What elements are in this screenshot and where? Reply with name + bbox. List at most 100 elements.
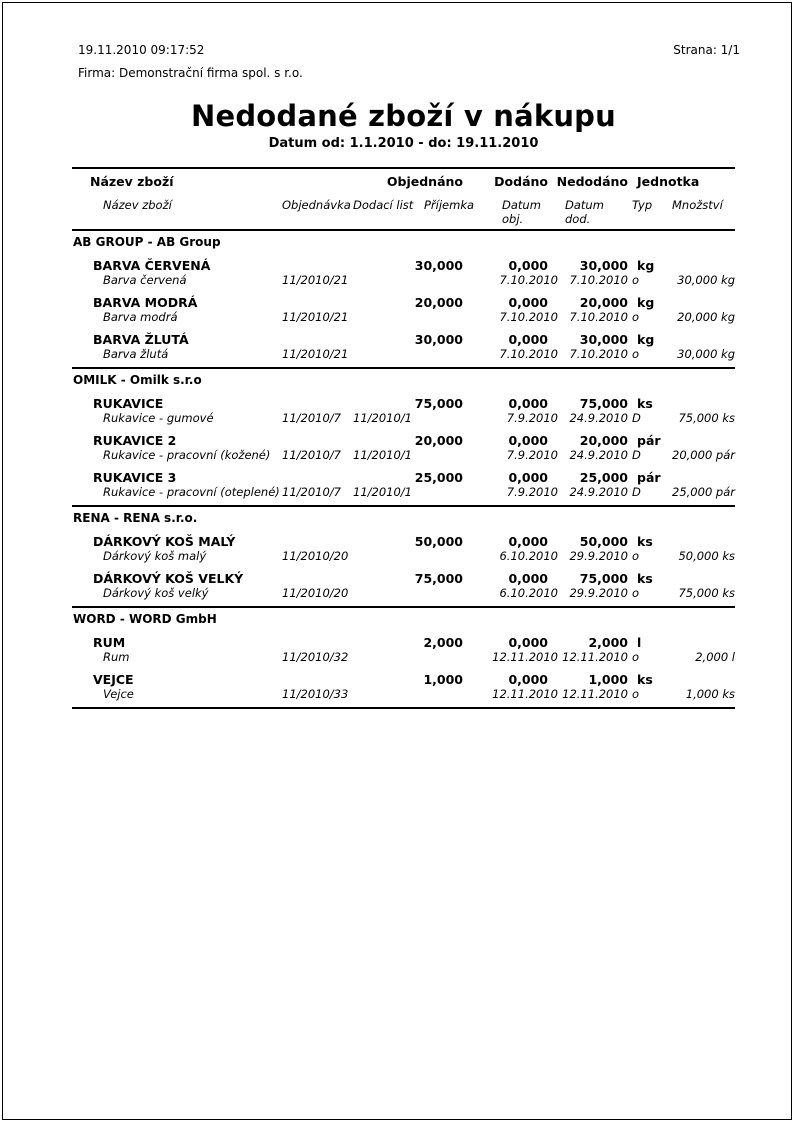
header-ordered: Objednáno: [386, 174, 463, 189]
detail-date-ordered: 7.10.2010: [499, 273, 558, 287]
supplier-group: RENA - RENA s.r.o. DÁRKOVÝ KOŠ MALÝ 50,0…: [72, 507, 735, 608]
detail-date-delivered: 7.10.2010: [569, 310, 628, 324]
goods-detail-row: Barva žlutá 11/2010/21 7.10.2010 7.10.20…: [72, 347, 735, 361]
detail-date-ordered: 12.11.2010: [492, 650, 558, 664]
goods-detail-row: Barva červená 11/2010/21 7.10.2010 7.10.…: [72, 273, 735, 287]
detail-quantity: 20,000 kg: [677, 310, 735, 324]
detail-name: Rum: [103, 650, 130, 664]
detail-order-number: 11/2010/21: [282, 310, 349, 324]
header-detail-row: Název zboží Objednávka Dodací list Příje…: [72, 198, 735, 226]
goods-name: RUKAVICE 2: [93, 433, 177, 448]
detail-date-ordered: 12.11.2010: [492, 687, 558, 701]
supplier-group: AB GROUP - AB Group BARVA ČERVENÁ 30,000…: [72, 231, 735, 369]
goods-unit: kg: [637, 332, 655, 347]
goods-delivered-qty: 0,000: [508, 470, 548, 485]
detail-receipt: [424, 448, 478, 462]
detail-type: o: [632, 347, 640, 361]
detail-name: Barva žlutá: [103, 347, 169, 361]
detail-date-delivered: 29.9.2010: [569, 586, 628, 600]
detail-quantity: 25,000 pár: [672, 485, 735, 499]
detail-name: Dárkový koš velký: [103, 586, 209, 600]
detail-date-ordered: 6.10.2010: [499, 549, 558, 563]
detail-delivery-note: [353, 650, 424, 664]
goods-ordered-qty: 75,000: [414, 396, 463, 411]
goods-delivered-qty: 0,000: [508, 635, 548, 650]
goods-detail-row: Rukavice - gumové 11/2010/7 11/2010/1 7.…: [72, 411, 735, 425]
goods-undelivered-qty: 25,000: [579, 470, 628, 485]
goods-detail-row: Vejce 11/2010/33 12.11.2010 12.11.2010 o…: [72, 687, 735, 701]
goods-item: RUKAVICE 2 20,000 0,000 20,000 pár Rukav…: [72, 433, 735, 462]
goods-main-row: RUM 2,000 0,000 2,000 l: [72, 635, 735, 650]
goods-delivered-qty: 0,000: [508, 396, 548, 411]
goods-delivered-qty: 0,000: [508, 295, 548, 310]
detail-date-delivered: 7.10.2010: [569, 347, 628, 361]
detail-date-delivered: 29.9.2010: [569, 549, 628, 563]
goods-ordered-qty: 20,000: [414, 433, 463, 448]
goods-ordered-qty: 2,000: [423, 635, 463, 650]
goods-item: RUKAVICE 75,000 0,000 75,000 ks Rukavice…: [72, 396, 735, 425]
goods-detail-row: Rum 11/2010/32 12.11.2010 12.11.2010 o 2…: [72, 650, 735, 664]
detail-date-ordered: 7.9.2010: [506, 485, 558, 499]
detail-quantity: 30,000 kg: [677, 347, 735, 361]
detail-date-delivered: 24.9.2010: [569, 485, 628, 499]
detail-order-number: 11/2010/32: [282, 650, 349, 664]
detail-order-number: 11/2010/21: [282, 273, 349, 287]
detail-name: Vejce: [103, 687, 134, 701]
goods-unit: kg: [637, 295, 655, 310]
header-date-ordered: Datum obj.: [502, 198, 541, 226]
goods-ordered-qty: 30,000: [414, 332, 463, 347]
detail-type: o: [632, 650, 640, 664]
goods-main-row: BARVA ČERVENÁ 30,000 0,000 30,000 kg: [72, 258, 735, 273]
header-detail-name: Název zboží: [103, 198, 172, 212]
goods-name: BARVA ŽLUTÁ: [93, 332, 189, 347]
supplier-group-items: BARVA ČERVENÁ 30,000 0,000 30,000 kg Bar…: [72, 258, 735, 361]
header-quantity: Množství: [672, 198, 723, 212]
detail-delivery-note: [353, 549, 424, 563]
detail-type: D: [632, 485, 641, 499]
goods-undelivered-qty: 30,000: [579, 332, 628, 347]
goods-main-row: BARVA MODRÁ 20,000 0,000 20,000 kg: [72, 295, 735, 310]
goods-unit: ks: [637, 571, 653, 586]
detail-delivery-note: 11/2010/1: [353, 448, 412, 462]
detail-delivery-note: 11/2010/1: [353, 411, 412, 425]
detail-order-number: 11/2010/20: [282, 549, 349, 563]
goods-main-row: VEJCE 1,000 0,000 1,000 ks: [72, 672, 735, 687]
detail-date-ordered: 7.10.2010: [499, 310, 558, 324]
detail-delivery-note: [353, 586, 424, 600]
detail-quantity: 1,000 ks: [685, 687, 735, 701]
supplier-group: WORD - WORD GmbH RUM 2,000 0,000 2,000 l…: [72, 608, 735, 709]
detail-name: Dárkový koš malý: [103, 549, 207, 563]
goods-item: VEJCE 1,000 0,000 1,000 ks Vejce 11/2010…: [72, 672, 735, 701]
supplier-group-items: DÁRKOVÝ KOŠ MALÝ 50,000 0,000 50,000 ks …: [72, 534, 735, 600]
detail-order-number: 11/2010/7: [282, 448, 341, 462]
supplier-group-title: RENA - RENA s.r.o.: [73, 511, 198, 525]
supplier-group-title: AB GROUP - AB Group: [73, 235, 221, 249]
goods-name: BARVA ČERVENÁ: [93, 258, 211, 273]
detail-type: D: [632, 411, 641, 425]
report-date-range: Datum od: 1.1.2010 - do: 19.11.2010: [268, 136, 539, 151]
goods-delivered-qty: 0,000: [508, 433, 548, 448]
goods-undelivered-qty: 75,000: [579, 571, 628, 586]
header-undelivered: Nedodáno: [556, 174, 628, 189]
header-delivery-note: Dodací list: [353, 198, 414, 212]
detail-name: Rukavice - gumové: [103, 411, 214, 425]
report-title: Nedodané zboží v nákupu: [191, 99, 616, 133]
goods-detail-row: Dárkový koš malý 11/2010/20 6.10.2010 29…: [72, 549, 735, 563]
goods-main-row: BARVA ŽLUTÁ 30,000 0,000 30,000 kg: [72, 332, 735, 347]
detail-date-ordered: 7.9.2010: [506, 411, 558, 425]
company-line: Firma: Demonstrační firma spol. s r.o.: [78, 66, 303, 80]
supplier-group: OMILK - Omilk s.r.o RUKAVICE 75,000 0,00…: [72, 369, 735, 507]
goods-main-row: RUKAVICE 2 20,000 0,000 20,000 pár: [72, 433, 735, 448]
header-type: Typ: [632, 198, 653, 212]
detail-order-number: 11/2010/33: [282, 687, 349, 701]
detail-receipt: [424, 650, 478, 664]
goods-unit: l: [637, 635, 642, 650]
goods-name: RUKAVICE: [93, 396, 164, 411]
goods-unit: ks: [637, 672, 653, 687]
goods-undelivered-qty: 50,000: [579, 534, 628, 549]
goods-item: BARVA MODRÁ 20,000 0,000 20,000 kg Barva…: [72, 295, 735, 324]
detail-quantity: 75,000 ks: [678, 586, 735, 600]
detail-date-ordered: 6.10.2010: [499, 586, 558, 600]
header-main-row: Název zboží Objednáno Dodáno Nedodáno Je…: [72, 174, 735, 189]
goods-unit: kg: [637, 258, 655, 273]
